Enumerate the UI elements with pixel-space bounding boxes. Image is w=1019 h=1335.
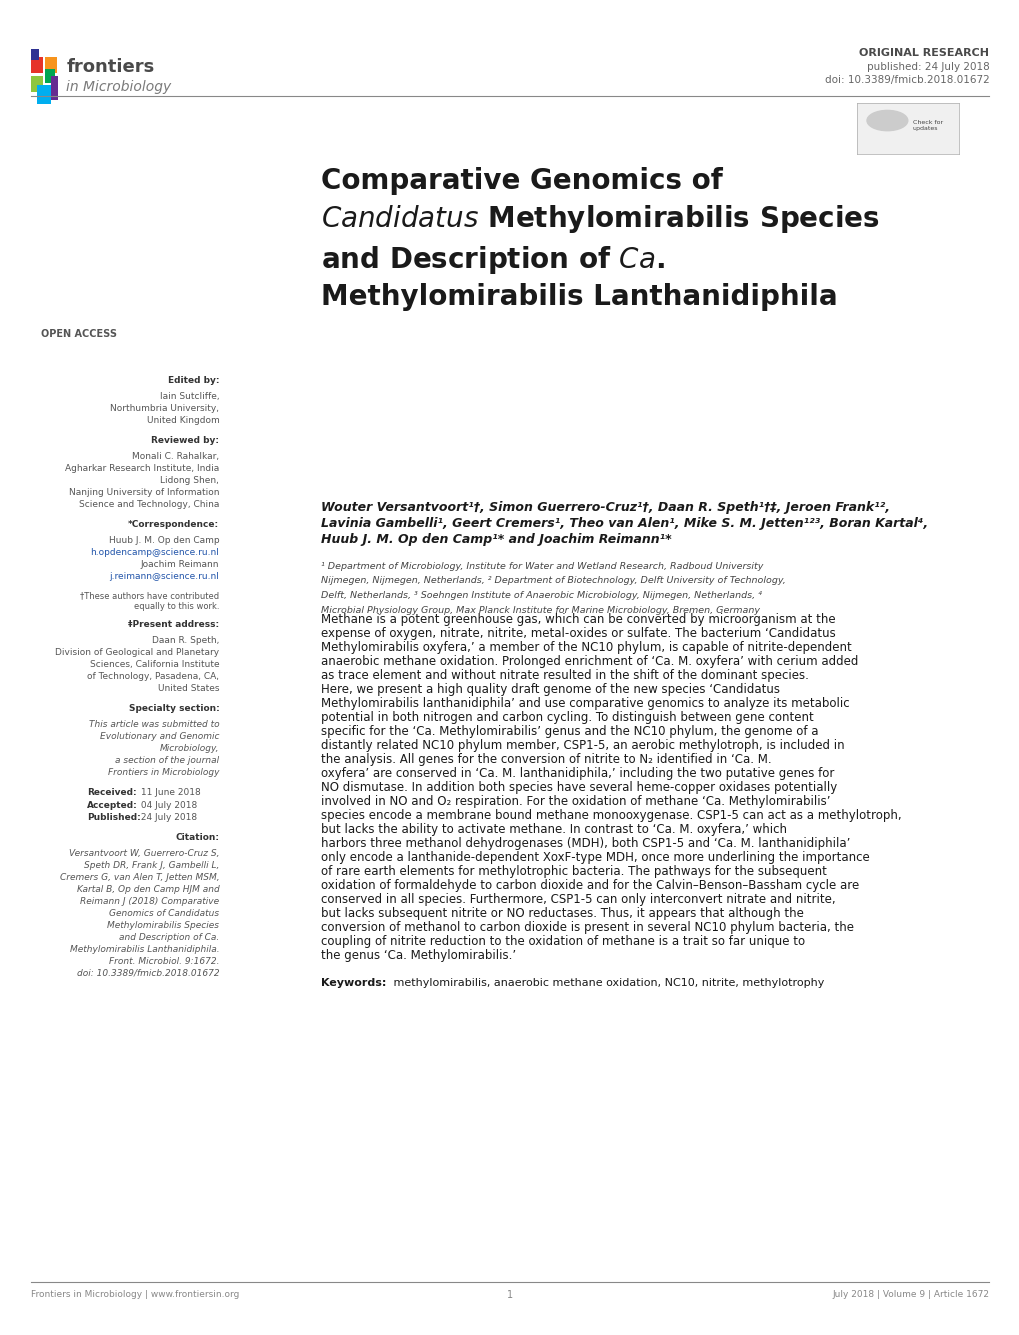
Text: Accepted:: Accepted: bbox=[87, 801, 138, 809]
Text: Methylomirabilis oxyfera,’ a member of the NC10 phylum, is capable of nitrite-de: Methylomirabilis oxyfera,’ a member of t… bbox=[321, 641, 851, 654]
Text: Kartal B, Op den Camp HJM and: Kartal B, Op den Camp HJM and bbox=[76, 885, 219, 893]
Text: Cremers G, van Alen T, Jetten MSM,: Cremers G, van Alen T, Jetten MSM, bbox=[60, 873, 219, 881]
Text: oxyfera’ are conserved in ‘Ca. M. lanthanidiphila,’ including the two putative g: oxyfera’ are conserved in ‘Ca. M. lantha… bbox=[321, 768, 834, 780]
Text: Genomics of Candidatus: Genomics of Candidatus bbox=[109, 909, 219, 917]
Text: Speth DR, Frank J, Gambelli L,: Speth DR, Frank J, Gambelli L, bbox=[84, 861, 219, 869]
Text: Frontiers in Microbiology: Frontiers in Microbiology bbox=[108, 769, 219, 777]
Text: Frontiers in Microbiology | www.frontiersin.org: Frontiers in Microbiology | www.frontier… bbox=[31, 1291, 238, 1299]
Text: Huub J. M. Op den Camp: Huub J. M. Op den Camp bbox=[109, 537, 219, 545]
Text: Received:: Received: bbox=[87, 789, 137, 797]
Text: Sciences, California Institute: Sciences, California Institute bbox=[90, 661, 219, 669]
Text: Agharkar Research Institute, India: Agharkar Research Institute, India bbox=[65, 465, 219, 473]
Text: the genus ‘Ca. Methylomirabilis.’: the genus ‘Ca. Methylomirabilis.’ bbox=[321, 949, 516, 963]
Text: Versantvoort W, Guerrero-Cruz S,: Versantvoort W, Guerrero-Cruz S, bbox=[68, 849, 219, 857]
Text: Methylomirabilis lanthanidiphila’ and use comparative genomics to analyze its me: Methylomirabilis lanthanidiphila’ and us… bbox=[321, 697, 849, 710]
Text: the analysis. All genes for the conversion of nitrite to N₂ identified in ‘Ca. M: the analysis. All genes for the conversi… bbox=[321, 753, 771, 766]
Text: United Kingdom: United Kingdom bbox=[147, 417, 219, 425]
Text: Microbial Physiology Group, Max Planck Institute for Marine Microbiology, Bremen: Microbial Physiology Group, Max Planck I… bbox=[321, 606, 759, 614]
Text: United States: United States bbox=[158, 685, 219, 693]
Text: Division of Geological and Planetary: Division of Geological and Planetary bbox=[55, 649, 219, 657]
Text: Comparative Genomics of
$\it{Candidatus}$ Methylomirabilis Species
and Descripti: Comparative Genomics of $\it{Candidatus}… bbox=[321, 167, 879, 311]
Text: Methylomirabilis Lanthanidiphila.: Methylomirabilis Lanthanidiphila. bbox=[69, 945, 219, 953]
Text: *Correspondence:: *Correspondence: bbox=[128, 521, 219, 529]
Text: Published:: Published: bbox=[87, 813, 141, 821]
Text: OPEN ACCESS: OPEN ACCESS bbox=[41, 328, 117, 339]
Text: Keywords:: Keywords: bbox=[321, 979, 386, 988]
Text: Delft, Netherlands, ³ Soehngen Institute of Anaerobic Microbiology, Nijmegen, Ne: Delft, Netherlands, ³ Soehngen Institute… bbox=[321, 591, 761, 599]
Text: Lavinia Gambelli¹, Geert Cremers¹, Theo van Alen¹, Mike S. M. Jetten¹²³, Boran K: Lavinia Gambelli¹, Geert Cremers¹, Theo … bbox=[321, 517, 927, 530]
Text: anaerobic methane oxidation. Prolonged enrichment of ‘Ca. M. oxyfera’ with ceriu: anaerobic methane oxidation. Prolonged e… bbox=[321, 655, 858, 668]
Text: specific for the ‘Ca. Methylomirabilis’ genus and the NC10 phylum, the genome of: specific for the ‘Ca. Methylomirabilis’ … bbox=[321, 725, 818, 738]
Text: but lacks subsequent nitrite or NO reductases. Thus, it appears that although th: but lacks subsequent nitrite or NO reduc… bbox=[321, 908, 803, 920]
Text: of Technology, Pasadena, CA,: of Technology, Pasadena, CA, bbox=[88, 673, 219, 681]
Text: NO dismutase. In addition both species have several heme-copper oxidases potenti: NO dismutase. In addition both species h… bbox=[321, 781, 837, 794]
Text: of rare earth elements for methylotrophic bacteria. The pathways for the subsequ: of rare earth elements for methylotrophi… bbox=[321, 865, 826, 878]
Text: Reviewed by:: Reviewed by: bbox=[151, 437, 219, 445]
Text: methylomirabilis, anaerobic methane oxidation, NC10, nitrite, methylotrophy: methylomirabilis, anaerobic methane oxid… bbox=[389, 979, 823, 988]
Text: h.opdencamp@science.ru.nl: h.opdencamp@science.ru.nl bbox=[91, 549, 219, 557]
Text: j.reimann@science.ru.nl: j.reimann@science.ru.nl bbox=[109, 573, 219, 581]
Text: doi: 10.3389/fmicb.2018.01672: doi: 10.3389/fmicb.2018.01672 bbox=[76, 969, 219, 977]
Text: ‡Present address:: ‡Present address: bbox=[128, 621, 219, 629]
Text: Citation:: Citation: bbox=[175, 833, 219, 841]
Text: Wouter Versantvoort¹†, Simon Guerrero-Cruz¹†, Daan R. Speth¹†‡, Jeroen Frank¹²,: Wouter Versantvoort¹†, Simon Guerrero-Cr… bbox=[321, 501, 890, 514]
Text: coupling of nitrite reduction to the oxidation of methane is a trait so far uniq: coupling of nitrite reduction to the oxi… bbox=[321, 936, 805, 948]
Text: equally to this work.: equally to this work. bbox=[133, 602, 219, 610]
Text: distantly related NC10 phylum member, CSP1-5, an aerobic methylotroph, is includ: distantly related NC10 phylum member, CS… bbox=[321, 740, 844, 752]
Text: involved in NO and O₂ respiration. For the oxidation of methane ‘Ca. Methylomira: involved in NO and O₂ respiration. For t… bbox=[321, 796, 830, 808]
Text: potential in both nitrogen and carbon cycling. To distinguish between gene conte: potential in both nitrogen and carbon cy… bbox=[321, 712, 813, 724]
Text: and Description of Ca.: and Description of Ca. bbox=[119, 933, 219, 941]
Circle shape bbox=[866, 111, 907, 131]
Text: conversion of methanol to carbon dioxide is present in several NC10 phylum bacte: conversion of methanol to carbon dioxide… bbox=[321, 921, 854, 934]
Text: Specialty section:: Specialty section: bbox=[128, 705, 219, 713]
Text: Front. Microbiol. 9:1672.: Front. Microbiol. 9:1672. bbox=[109, 957, 219, 965]
Text: 1: 1 bbox=[506, 1290, 513, 1300]
Text: doi: 10.3389/fmicb.2018.01672: doi: 10.3389/fmicb.2018.01672 bbox=[823, 75, 988, 85]
Text: published: 24 July 2018: published: 24 July 2018 bbox=[866, 61, 988, 72]
Text: Edited by:: Edited by: bbox=[168, 376, 219, 384]
Text: Daan R. Speth,: Daan R. Speth, bbox=[152, 637, 219, 645]
Text: Science and Technology, China: Science and Technology, China bbox=[78, 501, 219, 509]
Text: July 2018 | Volume 9 | Article 1672: July 2018 | Volume 9 | Article 1672 bbox=[832, 1291, 988, 1299]
Text: Methylomirabilis Species: Methylomirabilis Species bbox=[107, 921, 219, 929]
Text: only encode a lanthanide-dependent XoxF-type MDH, once more underlining the impo: only encode a lanthanide-dependent XoxF-… bbox=[321, 852, 869, 864]
Text: Check for
updates: Check for updates bbox=[912, 120, 943, 131]
Text: Monali C. Rahalkar,: Monali C. Rahalkar, bbox=[132, 453, 219, 461]
Text: 11 June 2018: 11 June 2018 bbox=[138, 789, 201, 797]
Text: †These authors have contributed: †These authors have contributed bbox=[81, 591, 219, 599]
Text: Microbiology,: Microbiology, bbox=[160, 745, 219, 753]
Text: in Microbiology: in Microbiology bbox=[66, 80, 171, 93]
Text: Nijmegen, Nijmegen, Netherlands, ² Department of Biotechnology, Delft University: Nijmegen, Nijmegen, Netherlands, ² Depar… bbox=[321, 577, 786, 585]
Text: oxidation of formaldehyde to carbon dioxide and for the Calvin–Benson–Bassham cy: oxidation of formaldehyde to carbon diox… bbox=[321, 880, 859, 892]
Text: Reimann J (2018) Comparative: Reimann J (2018) Comparative bbox=[81, 897, 219, 905]
Text: Nanjing University of Information: Nanjing University of Information bbox=[68, 489, 219, 497]
Text: 24 July 2018: 24 July 2018 bbox=[138, 813, 197, 821]
Text: conserved in all species. Furthermore, CSP1-5 can only interconvert nitrate and : conserved in all species. Furthermore, C… bbox=[321, 893, 836, 906]
Text: Evolutionary and Genomic: Evolutionary and Genomic bbox=[100, 733, 219, 741]
Text: ¹ Department of Microbiology, Institute for Water and Wetland Research, Radboud : ¹ Department of Microbiology, Institute … bbox=[321, 562, 763, 570]
Text: Methane is a potent greenhouse gas, which can be converted by microorganism at t: Methane is a potent greenhouse gas, whic… bbox=[321, 613, 836, 626]
Text: 04 July 2018: 04 July 2018 bbox=[138, 801, 197, 809]
Text: Lidong Shen,: Lidong Shen, bbox=[160, 477, 219, 485]
Text: frontiers: frontiers bbox=[66, 57, 155, 76]
Text: Northumbria University,: Northumbria University, bbox=[110, 405, 219, 413]
Text: Joachim Reimann: Joachim Reimann bbox=[141, 561, 219, 569]
Text: Iain Sutcliffe,: Iain Sutcliffe, bbox=[160, 392, 219, 400]
Text: Huub J. M. Op den Camp¹* and Joachim Reimann¹*: Huub J. M. Op den Camp¹* and Joachim Rei… bbox=[321, 533, 672, 546]
Text: ORIGINAL RESEARCH: ORIGINAL RESEARCH bbox=[859, 48, 988, 59]
Text: but lacks the ability to activate methane. In contrast to ‘Ca. M. oxyfera,’ whic: but lacks the ability to activate methan… bbox=[321, 824, 787, 836]
Text: expense of oxygen, nitrate, nitrite, metal-oxides or sulfate. The bacterium ‘Can: expense of oxygen, nitrate, nitrite, met… bbox=[321, 627, 836, 639]
Text: as trace element and without nitrate resulted in the shift of the dominant speci: as trace element and without nitrate res… bbox=[321, 669, 808, 682]
Text: Here, we present a high quality draft genome of the new species ‘Candidatus: Here, we present a high quality draft ge… bbox=[321, 684, 780, 696]
Text: species encode a membrane bound methane monooxygenase. CSP1-5 can act as a methy: species encode a membrane bound methane … bbox=[321, 809, 901, 822]
Text: This article was submitted to: This article was submitted to bbox=[89, 721, 219, 729]
Text: a section of the journal: a section of the journal bbox=[115, 757, 219, 765]
Text: harbors three methanol dehydrogenases (MDH), both CSP1-5 and ‘Ca. M. lanthanidip: harbors three methanol dehydrogenases (M… bbox=[321, 837, 850, 850]
